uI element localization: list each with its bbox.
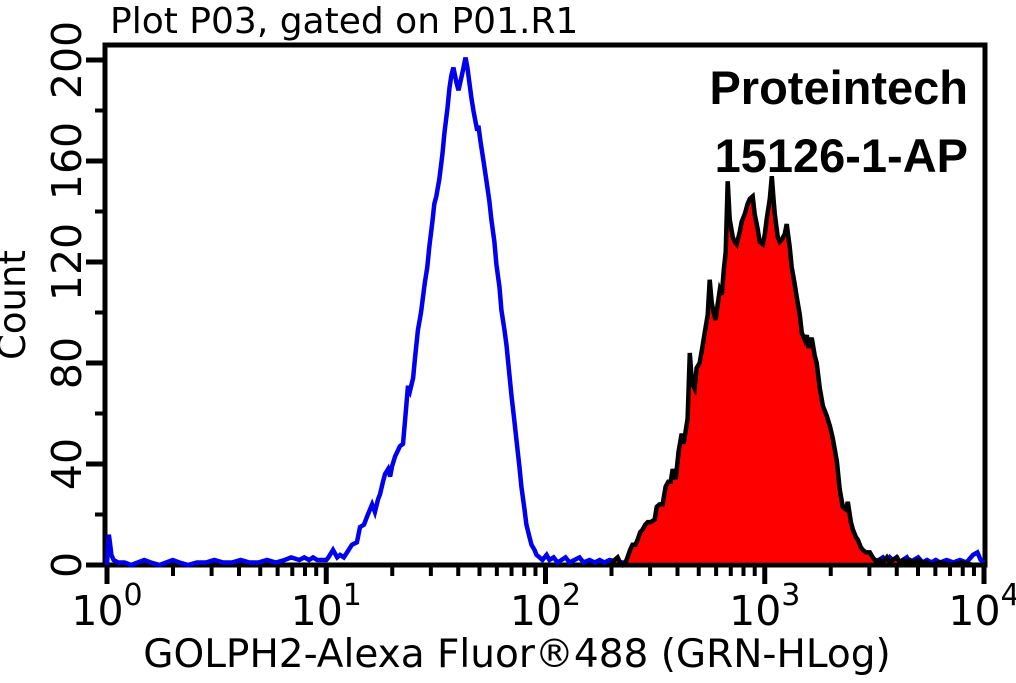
y-axis-label: Count — [0, 250, 34, 360]
y-tick-label: 200 — [43, 21, 91, 99]
x-tick-label: 104 — [948, 578, 1016, 635]
y-tick-label: 0 — [43, 552, 91, 578]
watermark-line-2: 15126-1-AP — [715, 129, 968, 182]
plot-frame — [102, 42, 988, 568]
x-tick-label: 103 — [729, 578, 800, 635]
watermark-line-1: Proteintech — [709, 61, 968, 114]
red-filled-histogram — [607, 176, 984, 569]
plot-title: Plot P03, gated on P01.R1 — [110, 1, 578, 42]
series-layer — [104, 57, 986, 569]
y-tick-label: 80 — [43, 337, 91, 389]
x-tick-label: 101 — [291, 578, 362, 635]
tick-label-layer: 0 40 80 120 160 200 100 101 102 103 104 — [43, 21, 1016, 635]
y-tick-label: 120 — [43, 223, 91, 301]
x-tick-label: 100 — [71, 578, 142, 635]
x-tick-label: 102 — [510, 578, 581, 635]
y-tick-label: 160 — [43, 122, 91, 200]
axes-layer — [86, 42, 988, 584]
x-axis-label: GOLPH2-Alexa Fluor®488 (GRN-HLog) — [143, 632, 890, 677]
y-tick-label: 40 — [43, 438, 91, 490]
